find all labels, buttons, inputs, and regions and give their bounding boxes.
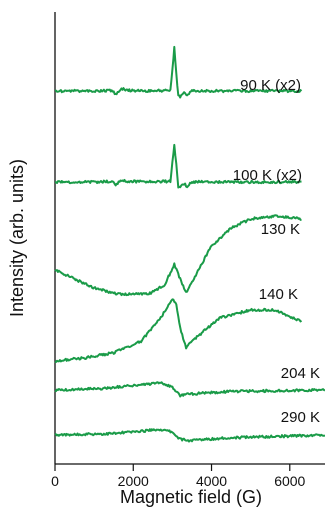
x-tick-label: 0 — [51, 473, 59, 489]
x-axis-ticks: 0 2000 4000 6000 — [51, 464, 306, 489]
x-tick-label: 2000 — [118, 473, 149, 489]
plot-area: 0 2000 4000 6000 90 K (x2) 100 K (x2) 130 K 14… — [51, 12, 325, 489]
spectrum-line — [54, 381, 325, 398]
x-tick-label: 4000 — [196, 473, 227, 489]
spectra-series — [54, 45, 325, 443]
series-label: 140 K — [259, 286, 298, 303]
spectrum-line — [54, 214, 302, 297]
x-axis-label: Magnetic field (G) — [120, 487, 262, 507]
spectrum-line — [55, 143, 302, 189]
spectrum-line — [54, 298, 303, 363]
series-label: 290 K — [281, 409, 320, 426]
series-label: 90 K (x2) — [240, 77, 301, 94]
series-label: 130 K — [261, 221, 300, 238]
series-labels: 90 K (x2) 100 K (x2) 130 K 140 K 204 K 290 K — [233, 77, 320, 426]
series-label: 100 K (x2) — [233, 167, 302, 184]
y-axis-label: Intensity (arb. units) — [7, 159, 27, 317]
x-tick-label: 6000 — [274, 473, 305, 489]
spectrum-line — [54, 428, 325, 443]
spectrum-line — [54, 45, 303, 99]
series-label: 204 K — [281, 365, 320, 382]
